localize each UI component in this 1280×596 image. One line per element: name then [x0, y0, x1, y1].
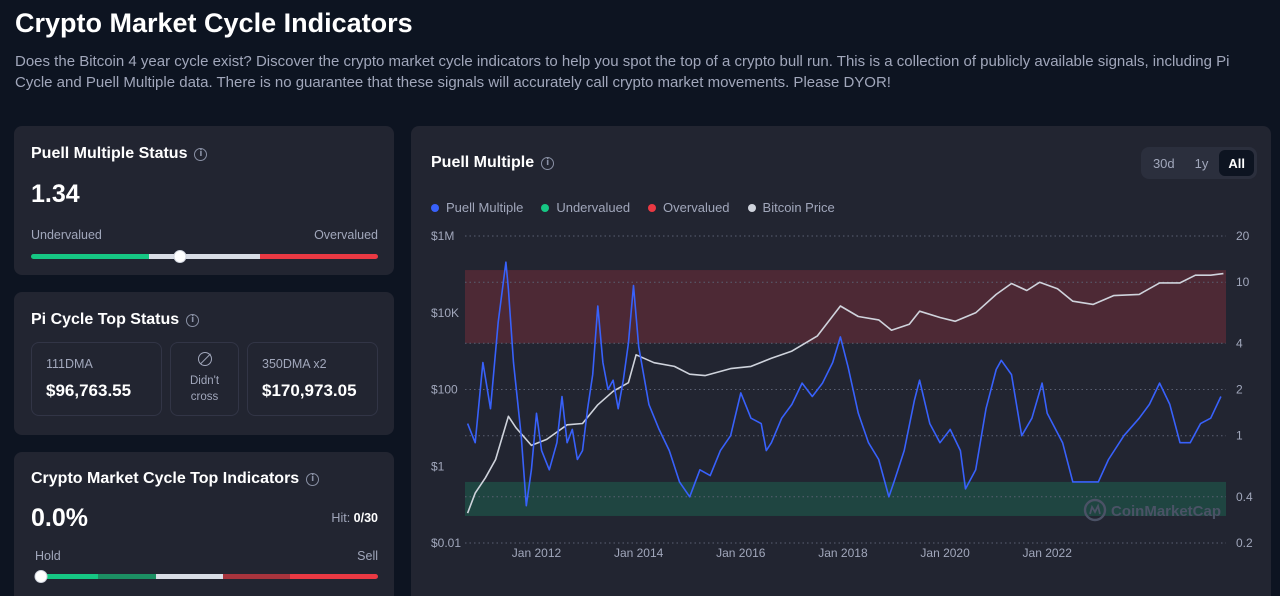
cycle-top-card: Crypto Market Cycle Top Indicators i 0.0…	[14, 452, 394, 596]
legend-label: Undervalued	[556, 200, 631, 215]
puell-chart-card: Puell Multiple i 30d 1y All Puell Multip…	[411, 126, 1271, 596]
band-layer	[465, 270, 1226, 516]
band-overvalued	[465, 270, 1226, 344]
puell-status-card: Puell Multiple Status i 1.34 Undervalued…	[14, 126, 394, 275]
legend-label: Bitcoin Price	[762, 200, 835, 215]
puell-status-value: 1.34	[31, 180, 80, 208]
dma350-label: 350DMA x2	[262, 357, 327, 371]
dma111-label: 111DMA	[46, 357, 93, 371]
x-axis-tick-label: Jan 2020	[920, 546, 970, 560]
cross-status-box: Didn't cross	[170, 342, 239, 416]
puell-gauge	[31, 250, 378, 263]
chart-title: Puell Multiple	[431, 154, 535, 171]
x-axis-tick-label: Jan 2012	[512, 546, 562, 560]
page-description: Does the Bitcoin 4 year cycle exist? Dis…	[15, 53, 1230, 91]
gauge-segment-overvalued	[260, 254, 378, 259]
coinmarketcap-logo-mark	[1089, 503, 1101, 515]
legend-dot	[648, 203, 657, 212]
info-icon[interactable]: i	[541, 156, 555, 170]
gauge-segment-hold	[41, 574, 99, 579]
hit-value: 0/30	[353, 511, 378, 525]
page-title: Crypto Market Cycle Indicators	[15, 8, 413, 38]
gauge-segment-undervalued	[31, 254, 149, 259]
coinmarketcap-logo-icon	[1083, 498, 1107, 522]
range-30d-button[interactable]: 30d	[1152, 155, 1175, 171]
grid-layer	[465, 235, 1226, 544]
x-axis-tick-label: Jan 2014	[614, 546, 664, 560]
right-axis-tick-label: 0.4	[1236, 490, 1253, 504]
left-axis-tick-label: $1	[431, 459, 445, 473]
chart-title-row: Puell Multiple i	[431, 154, 555, 172]
range-all-button[interactable]: All	[1219, 150, 1254, 176]
info-icon[interactable]: i	[194, 147, 208, 161]
watermark-text: CoinMarketCap	[1111, 503, 1221, 520]
info-icon[interactable]: i	[306, 472, 320, 486]
x-axis-tick-label: Jan 2022	[1023, 546, 1073, 560]
right-axis-tick-label: 20	[1236, 229, 1250, 243]
sell-label: Sell	[357, 549, 378, 563]
cycle-top-gauge	[34, 570, 378, 583]
right-axis-tick-label: 4	[1236, 336, 1243, 350]
series-layer	[466, 261, 1224, 514]
hit-label: Hit:	[331, 511, 351, 525]
x-axis-labels: Jan 2012 Jan 2014 Jan 2016 Jan 2018 Jan 2020…	[512, 546, 1072, 560]
gauge-knob	[34, 570, 48, 583]
series-line-puell-multiple	[466, 261, 1222, 507]
legend-label: Puell Multiple	[446, 200, 524, 215]
right-axis-tick-label: 0.2	[1236, 536, 1253, 550]
cross-status-text: Didn't cross	[189, 375, 220, 403]
gauge-knob	[173, 250, 187, 263]
left-axis-tick-label: $10K	[431, 306, 459, 320]
legend-item-puell[interactable]: Puell Multiple	[431, 200, 523, 215]
left-axis-tick-label: $0.01	[431, 536, 461, 550]
series-line-bitcoin-price	[466, 272, 1224, 514]
legend-dot	[431, 203, 439, 212]
legend-label: Overvalued	[663, 200, 730, 215]
legend-item-bitcoin-price[interactable]: Bitcoin Price	[747, 200, 835, 215]
pi-cycle-title: Pi Cycle Top Status	[31, 311, 180, 328]
gauge-segment-sell	[290, 574, 378, 579]
right-axis-tick-label: 1	[1236, 429, 1243, 443]
puell-chart-plot[interactable]: $0.01 $1 $100 $10K $1M 0.2 0.4 1 2 4 10 20 Jan 201…	[411, 126, 1271, 596]
range-1y-button[interactable]: 1y	[1194, 155, 1209, 171]
legend-item-undervalued[interactable]: Undervalued	[541, 200, 630, 215]
undervalued-label: Undervalued	[31, 228, 102, 242]
left-axis-tick-label: $1M	[431, 229, 454, 243]
dma111-box: 111DMA $96,763.55	[31, 342, 162, 416]
not-crossed-icon	[198, 352, 212, 366]
pi-cycle-title-row: Pi Cycle Top Status i	[31, 311, 200, 329]
right-axis-labels: 0.2 0.4 1 2 4 10 20	[1236, 229, 1253, 550]
legend-dot	[541, 203, 550, 212]
gauge-segment-weak-sell	[222, 574, 291, 579]
left-axis-labels: $0.01 $1 $100 $10K $1M	[431, 229, 461, 550]
hold-label: Hold	[35, 549, 61, 563]
cycle-top-value: 0.0%	[31, 504, 88, 532]
dma350-value: $170,973.05	[262, 381, 357, 400]
left-axis-tick-label: $100	[431, 383, 458, 397]
right-axis-tick-label: 2	[1236, 383, 1243, 397]
info-icon[interactable]: i	[186, 313, 200, 327]
puell-status-title: Puell Multiple Status	[31, 145, 188, 162]
gauge-segment-neutral	[155, 574, 223, 579]
legend-dot	[747, 203, 756, 212]
pi-cycle-card: Pi Cycle Top Status i 111DMA $96,763.55 …	[14, 292, 394, 435]
chart-legend: Puell Multiple Undervalued Overvalued Bi…	[431, 200, 835, 215]
time-range-selector: 30d 1y All	[1140, 147, 1257, 179]
gauge-segment-weak-hold	[98, 574, 156, 579]
dma111-value: $96,763.55	[46, 381, 132, 400]
cycle-top-title-row: Crypto Market Cycle Top Indicators i	[31, 470, 320, 488]
puell-status-title-row: Puell Multiple Status i	[31, 145, 208, 163]
x-axis-tick-label: Jan 2016	[716, 546, 766, 560]
legend-item-overvalued[interactable]: Overvalued	[648, 200, 730, 215]
x-axis-tick-label: Jan 2018	[818, 546, 868, 560]
gauge-segment-neutral	[148, 254, 260, 259]
cycle-top-title: Crypto Market Cycle Top Indicators	[31, 470, 300, 487]
watermark: CoinMarketCap	[1083, 498, 1221, 522]
hit-count: Hit: 0/30	[331, 511, 378, 525]
right-axis-tick-label: 10	[1236, 275, 1250, 289]
dma350-box: 350DMA x2 $170,973.05	[247, 342, 378, 416]
overvalued-label: Overvalued	[314, 228, 378, 242]
